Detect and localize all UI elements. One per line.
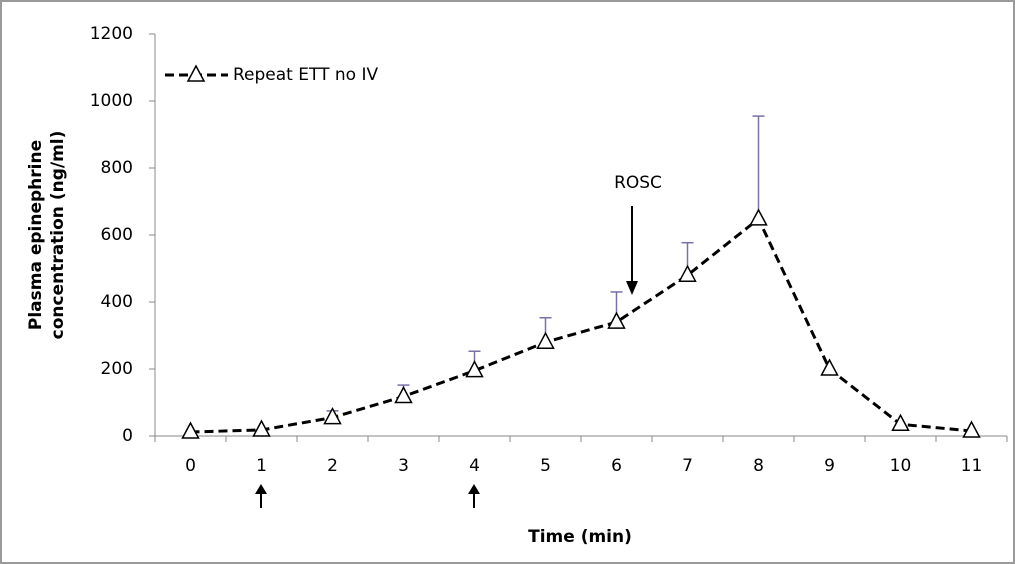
marker <box>465 360 484 378</box>
x-tick-label: 2 <box>327 456 338 476</box>
x-tick-label: 0 <box>185 456 196 476</box>
x-tick-label: 1 <box>256 456 267 476</box>
marker <box>252 419 271 437</box>
y-tick-label: 1000 <box>90 91 133 111</box>
marker <box>607 311 626 329</box>
y-tick-label: 600 <box>101 225 133 245</box>
y-axis-title-line: Plasma epinephrine <box>26 140 46 330</box>
x-tick-label: 8 <box>753 456 764 476</box>
x-tick-label: 10 <box>890 456 912 476</box>
y-tick-label: 800 <box>101 158 133 178</box>
marker <box>323 406 342 425</box>
marker <box>678 264 697 282</box>
marker <box>394 385 413 404</box>
marker <box>891 413 910 432</box>
marker <box>749 208 768 226</box>
x-tick-label: 9 <box>824 456 835 476</box>
y-tick-label: 1200 <box>90 24 133 44</box>
x-axis-title: Time (min) <box>528 527 632 547</box>
x-tick-label: 6 <box>611 456 622 476</box>
x-tick-label: 3 <box>398 456 409 476</box>
y-axis-title: Plasma epinephrine concentration (ng/ml) <box>26 131 68 340</box>
series-line <box>190 216 972 434</box>
marker <box>962 420 981 438</box>
annotation: ROSC <box>614 173 662 193</box>
marker <box>181 421 200 439</box>
y-tick-label: 200 <box>101 359 133 379</box>
legend-marker <box>186 64 206 82</box>
dose-arrowhead <box>468 484 480 494</box>
x-tick-label: 11 <box>961 456 983 476</box>
dose-arrowhead <box>255 484 267 494</box>
legend-label: Repeat ETT no IV <box>233 65 378 85</box>
x-tick-label: 4 <box>469 456 480 476</box>
annotation-arrowhead <box>626 281 638 295</box>
y-axis-title-line: concentration (ng/ml) <box>48 131 68 340</box>
y-tick-label: 0 <box>122 426 133 446</box>
x-tick-label: 7 <box>682 456 693 476</box>
marker <box>820 358 839 376</box>
marker <box>536 331 555 349</box>
y-tick-label: 400 <box>101 292 133 312</box>
x-tick-label: 5 <box>540 456 551 476</box>
